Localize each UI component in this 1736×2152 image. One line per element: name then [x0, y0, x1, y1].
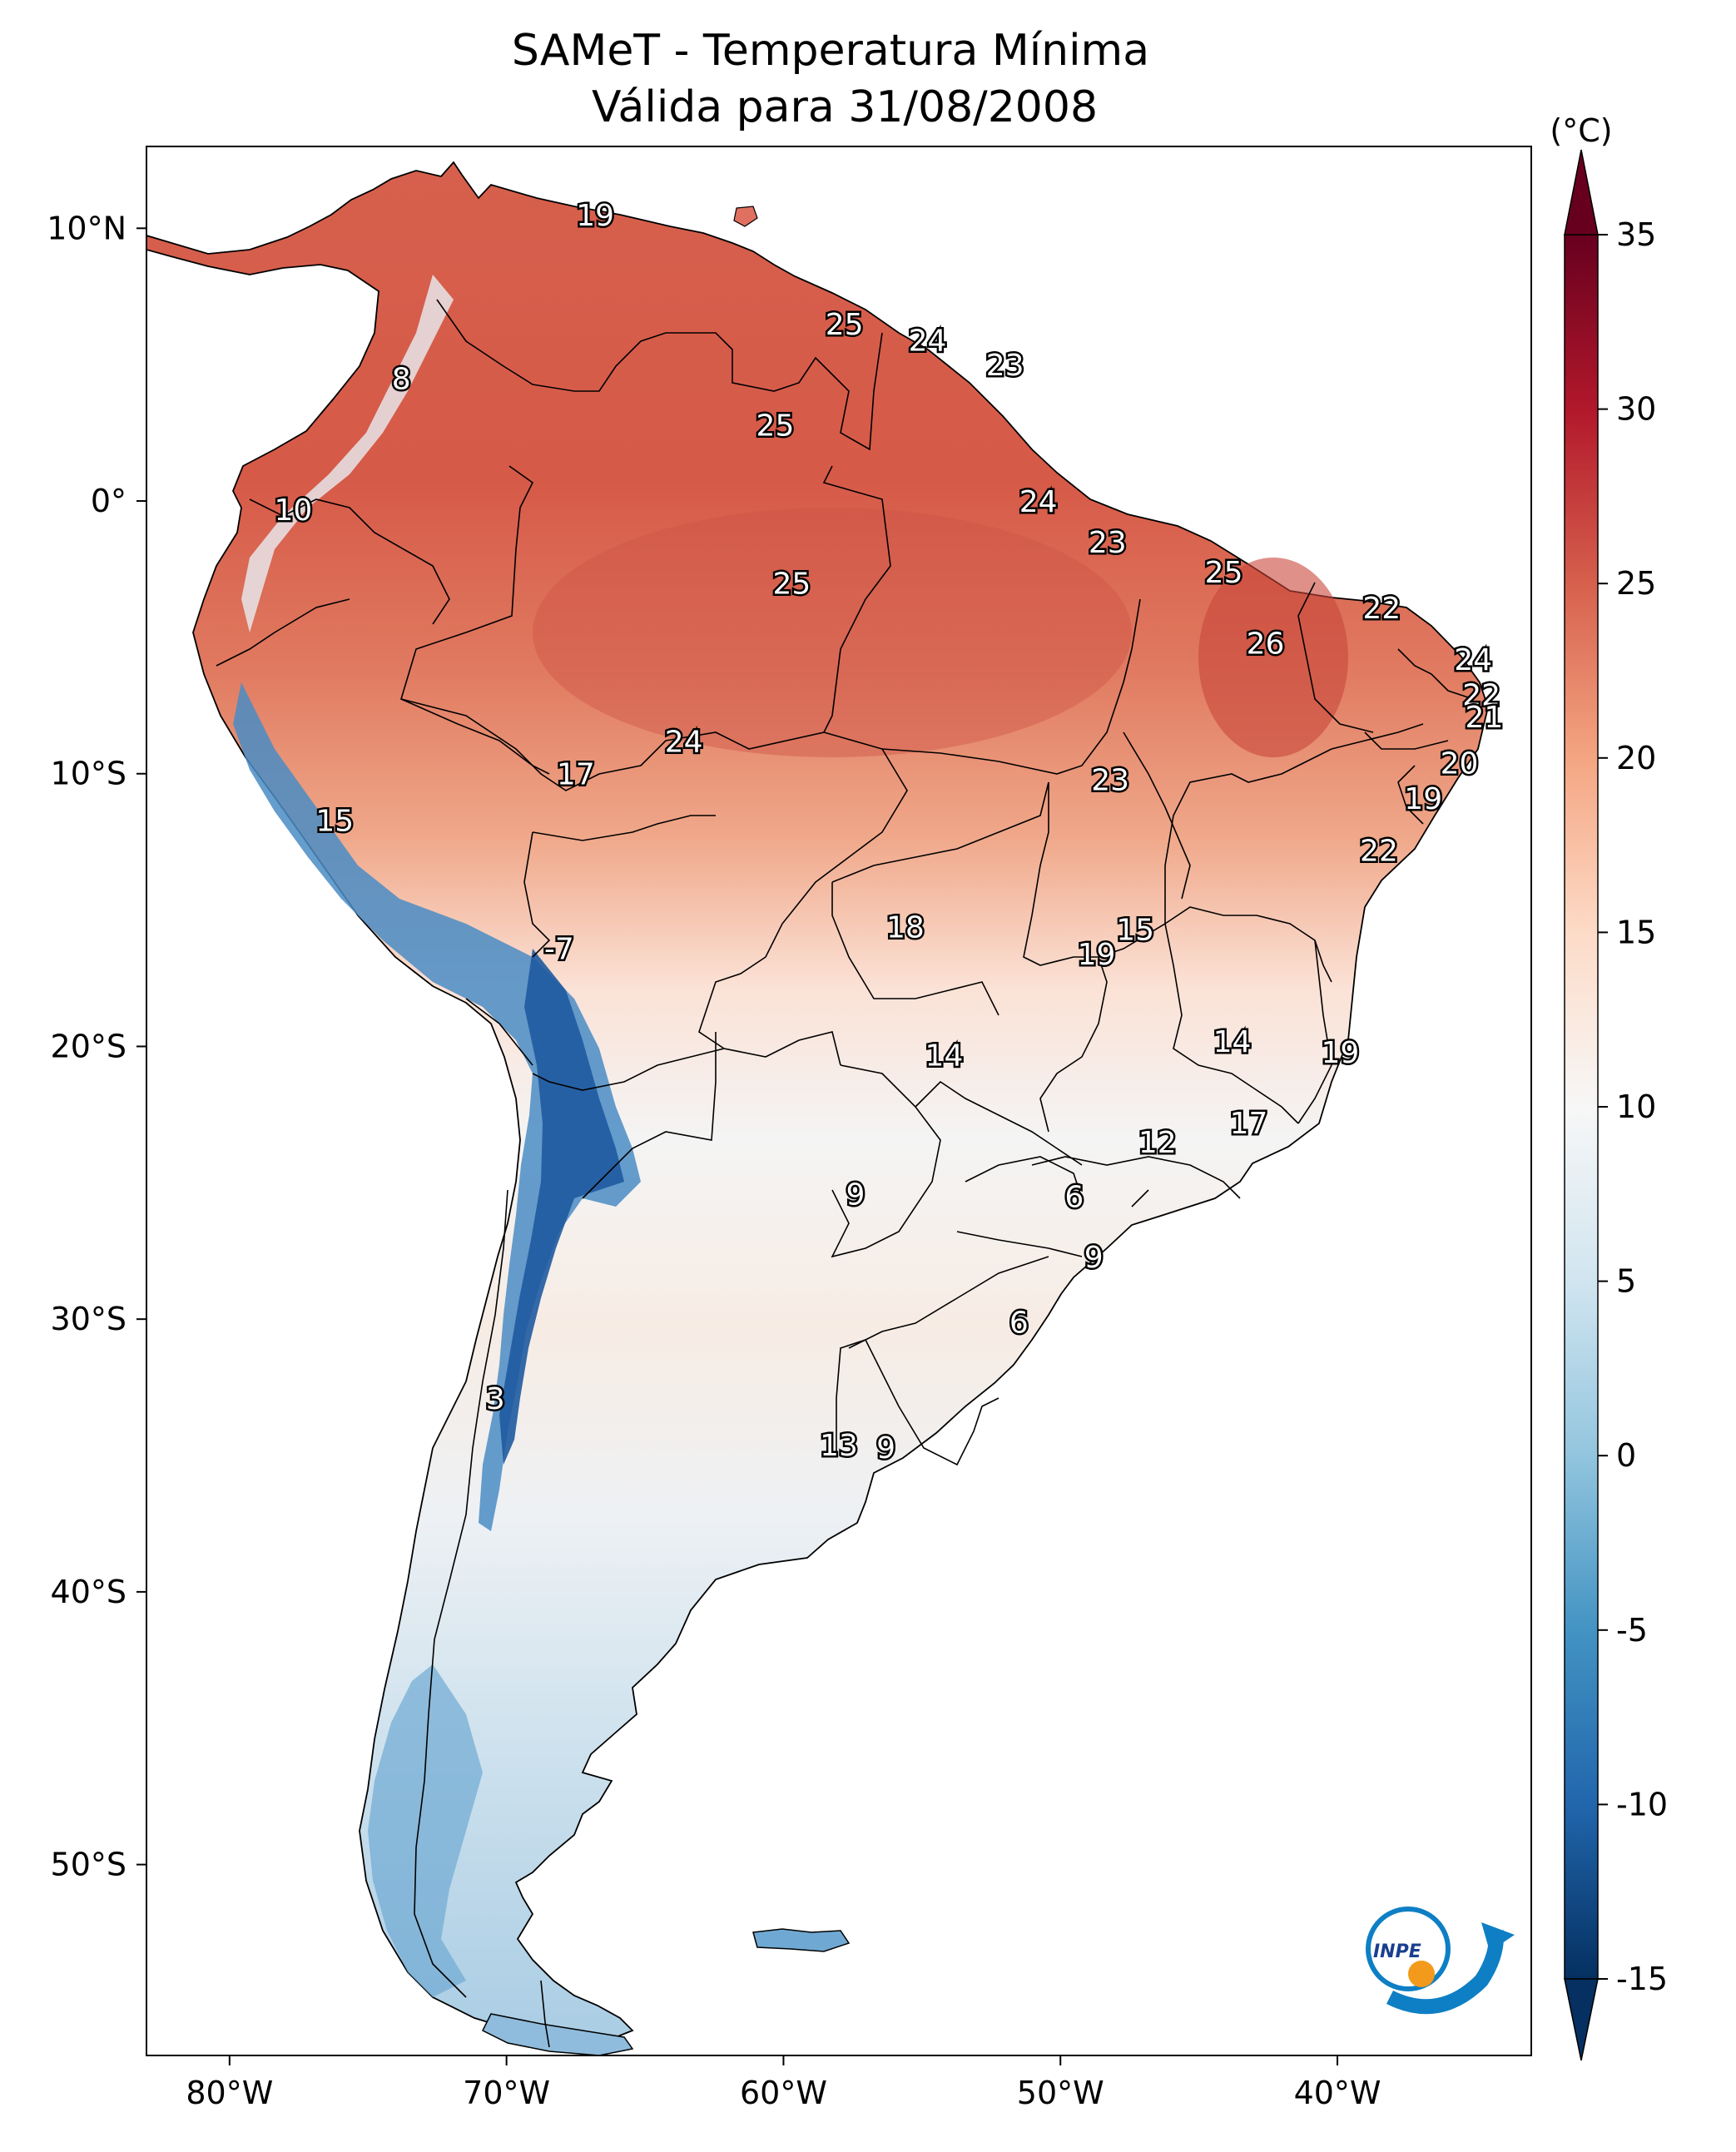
temperature-label: 17 — [1230, 1107, 1268, 1141]
temperature-label: 24 — [1019, 485, 1058, 519]
colorbar-tick-label: 35 — [1616, 216, 1656, 253]
colorbar-unit: (°C) — [1550, 112, 1612, 149]
temperature-label: 26 — [1247, 627, 1285, 661]
x-tick-label: 80°W — [186, 2075, 273, 2111]
temperature-label: 14 — [925, 1039, 964, 1073]
y-tick-label: 50°S — [51, 1847, 126, 1883]
colorbar-ticks: 35 30 25 20 15 10 5 0 -5 -10 -15 — [1598, 216, 1668, 1997]
temperature-label: 17 — [557, 758, 595, 792]
map-subtitle: Válida para 31/08/2008 — [592, 82, 1098, 132]
y-axis: 10°N 0° 10°S 20°S 30°S 40°S 50°S — [47, 210, 146, 1883]
temperature-label: 24 — [909, 325, 947, 359]
temperature-label: 20 — [1441, 747, 1479, 781]
y-tick-label: 20°S — [51, 1028, 126, 1064]
temperature-label: 23 — [986, 349, 1024, 383]
colorbar-tick-label: 5 — [1616, 1263, 1636, 1300]
temperature-label: 19 — [576, 199, 614, 233]
temperature-label: 9 — [876, 1431, 895, 1465]
temperature-label: 19 — [1321, 1036, 1359, 1070]
country-borders — [216, 299, 1474, 2048]
x-tick-label: 60°W — [740, 2075, 827, 2111]
temperature-label: 12 — [1138, 1126, 1177, 1160]
map-frame — [146, 146, 1532, 2056]
temperature-label: 25 — [826, 308, 864, 342]
y-tick-label: 10°S — [51, 756, 126, 792]
colorbar-tick-label: 10 — [1616, 1088, 1656, 1125]
svg-text:INPE: INPE — [1373, 1941, 1421, 1962]
temperature-label: 22 — [1462, 679, 1500, 713]
temperature-label: 9 — [846, 1178, 866, 1212]
map-area — [146, 161, 1489, 2055]
temperature-label: 22 — [1362, 592, 1401, 626]
temperature-label: 19 — [1078, 938, 1116, 972]
temperature-label: -7 — [544, 932, 574, 966]
patagonia-cold — [368, 1664, 483, 1997]
colorbar-tick-label: 15 — [1616, 914, 1656, 950]
y-tick-label: 10°N — [47, 210, 126, 246]
temperature-label: 3 — [486, 1382, 505, 1416]
temperature-label: 25 — [1205, 556, 1243, 590]
temperature-label: 6 — [1064, 1181, 1084, 1215]
temperature-label: 24 — [1454, 643, 1492, 677]
colorbar-tick-label: -10 — [1616, 1786, 1668, 1822]
temperature-label: 8 — [392, 363, 411, 397]
falkland-islands — [752, 1928, 851, 1952]
temperature-label: 18 — [886, 910, 925, 945]
y-tick-label: 30°S — [51, 1301, 126, 1337]
temperature-label: 15 — [315, 804, 354, 838]
colorbar-tick-label: 25 — [1616, 565, 1656, 602]
temperature-label: 10 — [274, 493, 312, 528]
continent-shape — [146, 161, 1489, 2040]
tierra-del-fuego — [481, 2013, 634, 2055]
inpe-logo: INPE — [1366, 1907, 1515, 2015]
colombia-andes-band — [241, 275, 454, 632]
colorbar-tick-label: 0 — [1616, 1437, 1636, 1474]
temperature-label: 9 — [1084, 1241, 1104, 1275]
temperature-label: 24 — [665, 725, 703, 759]
northeast-warm-core — [1198, 558, 1348, 757]
temperature-label: 22 — [1360, 835, 1398, 869]
x-tick-label: 50°W — [1017, 2075, 1104, 2111]
colorbar-tick-label: 20 — [1616, 740, 1656, 776]
temperature-label: 13 — [820, 1429, 858, 1463]
x-tick-label: 40°W — [1294, 2075, 1381, 2111]
colorbar-body — [1564, 234, 1599, 1980]
temperature-label: 21 — [1466, 701, 1504, 735]
colorbar-tick-label: -15 — [1616, 1961, 1668, 1997]
temperature-label: 25 — [756, 409, 795, 443]
temperature-label: 19 — [1404, 782, 1442, 816]
colorbar-tick-label: 30 — [1616, 391, 1656, 428]
temperature-label: 23 — [1091, 763, 1129, 797]
temperature-label: 14 — [1213, 1025, 1252, 1059]
temperature-label: 23 — [1089, 526, 1127, 560]
x-axis: 80°W 70°W 60°W 50°W 40°W — [186, 2055, 1381, 2111]
temperature-label: 25 — [773, 567, 811, 601]
colorbar: (°C) 35 30 25 20 15 10 5 0 -5 -10 -15 — [1550, 112, 1668, 2061]
andes-core — [499, 949, 624, 1465]
y-tick-label: 40°S — [51, 1574, 126, 1610]
x-tick-label: 70°W — [463, 2075, 550, 2111]
colorbar-min-extension — [1564, 1978, 1599, 2061]
temperature-label: 6 — [1009, 1306, 1029, 1340]
colorbar-tick-label: -5 — [1616, 1612, 1648, 1649]
y-tick-label: 0° — [91, 483, 126, 519]
temperature-label: 15 — [1116, 914, 1154, 948]
trinidad-island — [733, 206, 758, 227]
amazon-warm-core — [533, 508, 1132, 757]
colorbar-max-extension — [1564, 149, 1599, 236]
map-title: SAMeT - Temperatura Mínima — [512, 26, 1149, 76]
